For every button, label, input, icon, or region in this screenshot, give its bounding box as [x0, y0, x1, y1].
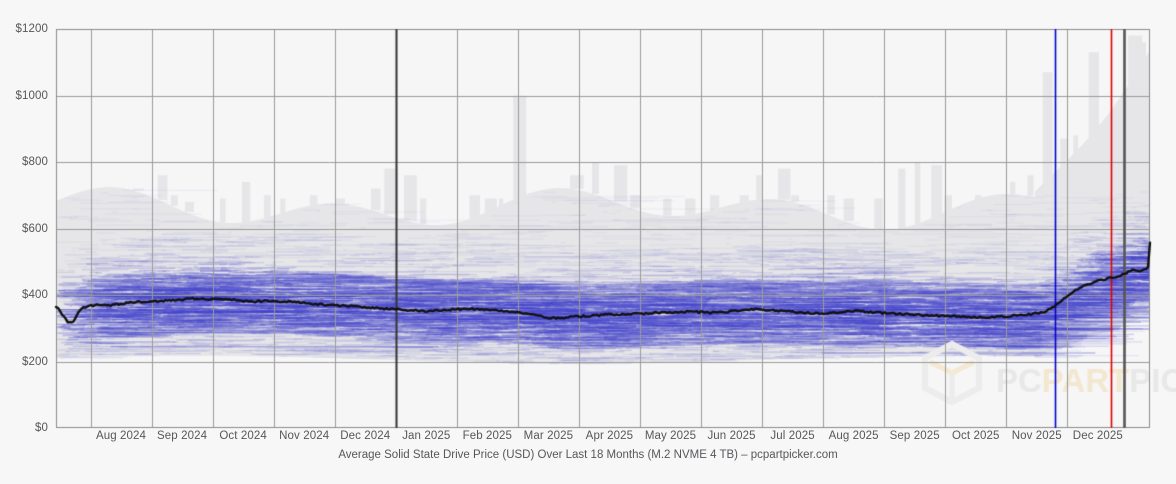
x-tick-label: Feb 2025: [462, 430, 513, 442]
x-tick-label: Jan 2025: [402, 430, 451, 442]
x-tick-label: Mar 2025: [523, 430, 574, 442]
y-tick-label: $1200: [15, 23, 48, 35]
x-tick-label: Dec 2024: [340, 430, 391, 442]
x-tick-label: Jun 2025: [707, 430, 756, 442]
x-tick-label: Oct 2024: [219, 430, 267, 442]
x-tick-label: May 2025: [644, 430, 697, 442]
x-tick-label: Oct 2025: [951, 430, 1000, 442]
y-tick-label: $400: [22, 289, 48, 301]
y-tick-label: $600: [22, 222, 48, 235]
y-tick-label: $200: [22, 355, 48, 368]
x-tick-label: Nov 2025: [1011, 430, 1062, 442]
x-tick-label: Apr 2025: [585, 430, 634, 442]
x-tick-label: Aug 2024: [95, 430, 147, 442]
x-tick-label: Jul 2025: [770, 430, 815, 442]
x-tick-label: Sep 2024: [157, 430, 208, 442]
x-tick-label: Sep 2025: [889, 430, 940, 442]
x-tick-label: Aug 2025: [828, 430, 879, 442]
y-tick-label: $0: [35, 422, 48, 434]
y-tick-label: $1000: [15, 89, 48, 102]
x-tick-label: Dec 2025: [1072, 430, 1123, 442]
chart-caption: Average Solid State Drive Price (USD) Ov…: [338, 449, 838, 461]
y-tick-label: $800: [22, 156, 48, 168]
x-tick-label: Nov 2024: [279, 430, 330, 442]
